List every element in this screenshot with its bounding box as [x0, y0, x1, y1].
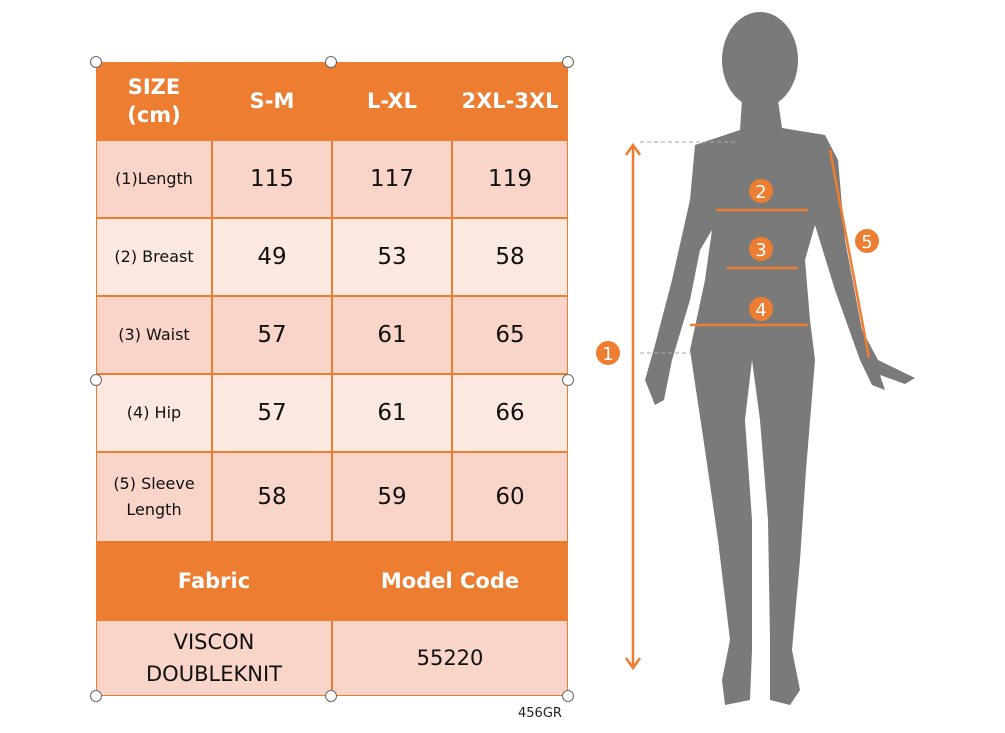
row-value: 66 [452, 374, 568, 452]
resize-handle[interactable] [562, 690, 574, 702]
fabric-label: Fabric [96, 542, 332, 620]
row-label: (4) Hip [96, 374, 212, 452]
resize-handle[interactable] [90, 374, 102, 386]
row-value: 57 [212, 296, 332, 374]
row-label: (2) Breast [96, 218, 212, 296]
row-value: 119 [452, 140, 568, 218]
resize-handle[interactable] [562, 56, 574, 68]
resize-handle[interactable] [90, 56, 102, 68]
image-code: 456GR [518, 706, 562, 721]
row-value: 53 [332, 218, 452, 296]
sleeve-arrow [828, 149, 871, 359]
row-value: 117 [332, 140, 452, 218]
row-value: 58 [212, 452, 332, 542]
marker-5: 5 [861, 232, 872, 253]
resize-handle[interactable] [325, 56, 337, 68]
row-value: 49 [212, 218, 332, 296]
header-l-xl: L-XL [332, 62, 452, 140]
header-s-m: S-M [212, 62, 332, 140]
row-label: (1)Length [96, 140, 212, 218]
marker-2: 2 [755, 182, 766, 203]
silhouette-figure [645, 12, 915, 705]
marker-3: 3 [755, 240, 766, 261]
header-size: SIZE (cm) [96, 62, 212, 140]
row-label: (5) Sleeve Length [96, 452, 212, 542]
resize-handle[interactable] [562, 374, 574, 386]
row-value: 60 [452, 452, 568, 542]
model-code-value: 55220 [332, 620, 568, 696]
model-code-label: Model Code [332, 542, 568, 620]
header-2xl-3xl: 2XL-3XL [452, 62, 568, 140]
measurement-markers [596, 179, 879, 365]
row-value: 65 [452, 296, 568, 374]
row-value: 59 [332, 452, 452, 542]
row-value: 58 [452, 218, 568, 296]
resize-handle[interactable] [325, 690, 337, 702]
row-value: 61 [332, 296, 452, 374]
resize-handle[interactable] [90, 690, 102, 702]
fabric-value: VISCON DOUBLEKNIT [96, 620, 332, 696]
marker-4: 4 [755, 300, 766, 321]
row-value: 115 [212, 140, 332, 218]
row-value: 61 [332, 374, 452, 452]
row-value: 57 [212, 374, 332, 452]
marker-1: 1 [602, 344, 613, 365]
row-label: (3) Waist [96, 296, 212, 374]
size-chart-table: SIZE (cm) S-M L-XL 2XL-3XL (1)Length 115 1… [96, 62, 568, 696]
body-silhouette: 1 2 3 4 5 [596, 12, 915, 705]
